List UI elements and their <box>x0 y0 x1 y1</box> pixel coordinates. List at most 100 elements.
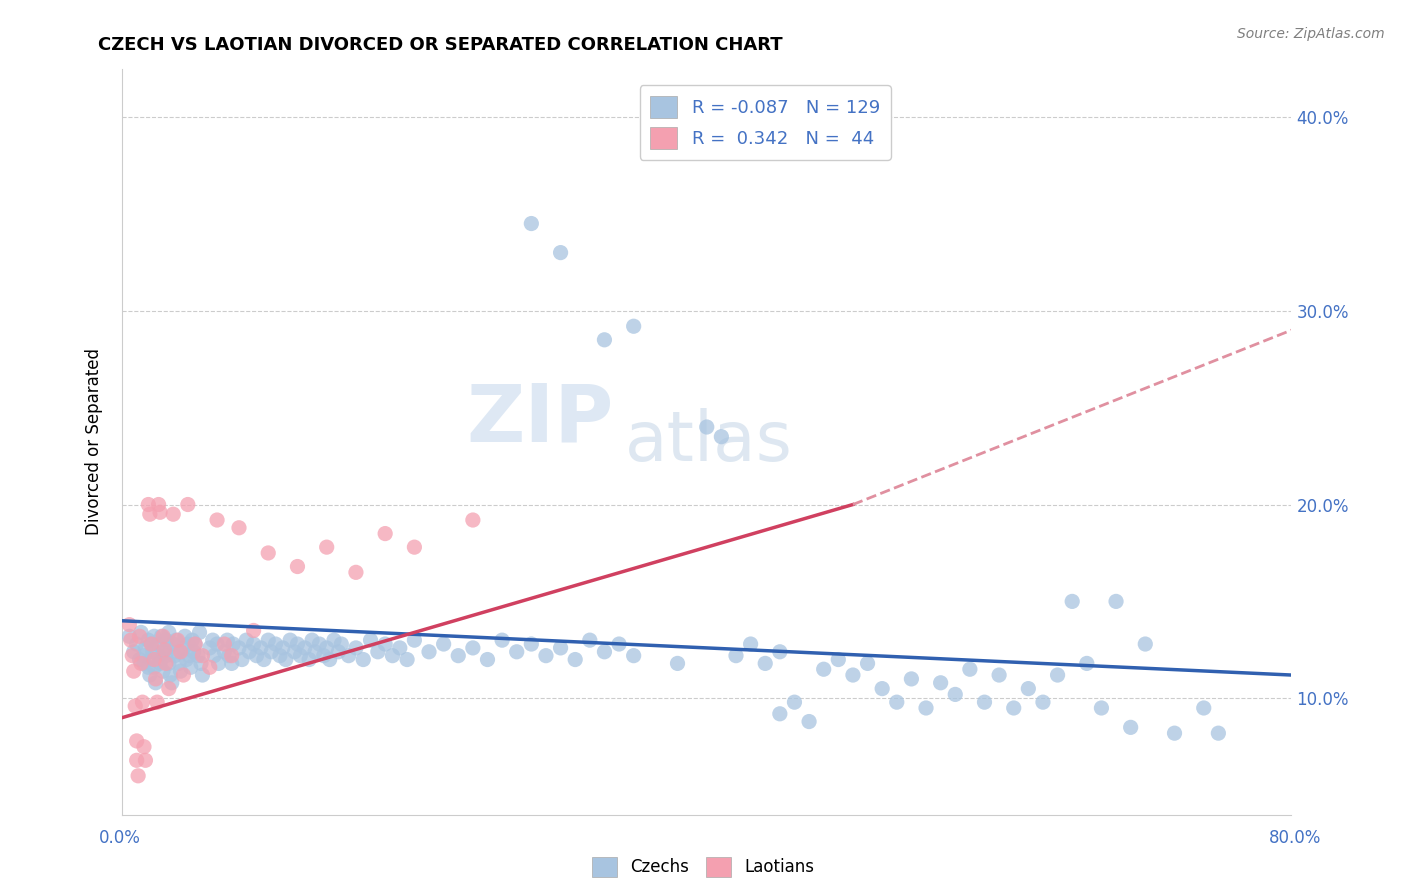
Point <box>257 546 280 560</box>
Point <box>176 652 198 666</box>
Point <box>929 675 952 690</box>
Point <box>534 648 557 663</box>
Point <box>153 643 176 657</box>
Point <box>842 668 865 682</box>
Point <box>900 672 922 686</box>
Point <box>138 633 160 648</box>
Point <box>388 640 411 655</box>
Point <box>396 652 419 666</box>
Point <box>146 695 169 709</box>
Point <box>506 645 529 659</box>
Point <box>1119 720 1142 734</box>
Point <box>1002 701 1025 715</box>
Point <box>666 657 689 671</box>
Point <box>886 695 908 709</box>
Point <box>191 648 214 663</box>
Text: 0.0%: 0.0% <box>98 829 141 847</box>
Point <box>593 645 616 659</box>
Text: ZIP: ZIP <box>465 380 613 458</box>
Point <box>155 633 177 648</box>
Point <box>278 633 301 648</box>
Point <box>157 625 180 640</box>
Point <box>550 640 572 655</box>
Point <box>132 648 155 663</box>
Point <box>179 648 201 663</box>
Point <box>328 645 350 659</box>
Point <box>315 540 337 554</box>
Point <box>623 319 645 334</box>
Point <box>318 652 340 666</box>
Point <box>155 648 177 663</box>
Point <box>294 640 316 655</box>
Point <box>283 645 305 659</box>
Point <box>160 675 183 690</box>
Point <box>1046 668 1069 682</box>
Point <box>121 648 143 663</box>
Point <box>128 652 150 666</box>
Point <box>740 637 762 651</box>
Point <box>118 617 141 632</box>
Point <box>139 507 162 521</box>
Point <box>352 652 374 666</box>
Point <box>367 645 389 659</box>
Point <box>184 637 207 651</box>
Point <box>149 657 172 671</box>
Point <box>134 753 156 767</box>
Point <box>174 629 197 643</box>
Legend: Czechs, Laotians: Czechs, Laotians <box>585 850 821 884</box>
Point <box>242 637 264 651</box>
Point <box>169 645 191 659</box>
Point <box>191 668 214 682</box>
Point <box>221 648 243 663</box>
Point <box>162 637 184 651</box>
Point <box>134 640 156 655</box>
Point <box>250 640 273 655</box>
Point <box>125 734 148 748</box>
Point <box>447 648 470 663</box>
Point <box>141 637 163 651</box>
Text: CZECH VS LAOTIAN DIVORCED OR SEPARATED CORRELATION CHART: CZECH VS LAOTIAN DIVORCED OR SEPARATED C… <box>98 36 783 54</box>
Point <box>143 660 166 674</box>
Point <box>131 695 153 709</box>
Point <box>404 633 426 648</box>
Point <box>145 672 167 686</box>
Point <box>330 637 353 651</box>
Point <box>138 660 160 674</box>
Point <box>159 668 181 682</box>
Point <box>228 521 250 535</box>
Point <box>184 637 207 651</box>
Point <box>207 657 229 671</box>
Point <box>228 640 250 655</box>
Point <box>856 657 879 671</box>
Point <box>870 681 893 696</box>
Point <box>1062 594 1084 608</box>
Point <box>188 625 211 640</box>
Point <box>166 645 188 659</box>
Point <box>214 645 236 659</box>
Point <box>813 662 835 676</box>
Point <box>1032 695 1054 709</box>
Point <box>202 648 225 663</box>
Point <box>205 513 228 527</box>
Point <box>128 629 150 643</box>
Point <box>231 652 253 666</box>
Point <box>177 498 200 512</box>
Point <box>222 637 245 651</box>
Point <box>1017 681 1039 696</box>
Point <box>1163 726 1185 740</box>
Point <box>304 645 326 659</box>
Point <box>520 217 543 231</box>
Point <box>593 333 616 347</box>
Point <box>172 640 194 655</box>
Point <box>381 648 404 663</box>
Point <box>148 498 170 512</box>
Point <box>323 633 346 648</box>
Point <box>148 648 170 663</box>
Point <box>205 637 228 651</box>
Point <box>198 660 221 674</box>
Point <box>125 753 148 767</box>
Point <box>198 640 221 655</box>
Point <box>710 430 733 444</box>
Point <box>141 652 163 666</box>
Point <box>724 648 747 663</box>
